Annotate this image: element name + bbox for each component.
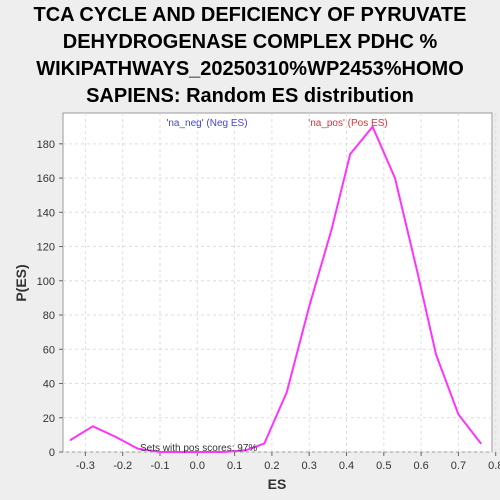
x-axis-label: ES (268, 476, 287, 492)
x-tick-label: 0.7 (451, 460, 466, 472)
chart-title-line-4: SAPIENS: Random ES distribution (86, 85, 414, 107)
y-tick-label: 100 (37, 276, 55, 288)
data-point (114, 435, 117, 438)
x-tick-label: 0.3 (302, 460, 317, 472)
x-tick-label: 0.4 (339, 460, 354, 472)
x-tick-label: 0.0 (190, 460, 205, 472)
x-tick-label: -0.1 (151, 460, 170, 472)
data-point (286, 391, 288, 393)
x-tick-label: -0.3 (76, 460, 95, 472)
data-point (457, 413, 460, 416)
y-tick-label: 80 (43, 310, 55, 322)
y-tick-label: 20 (43, 413, 55, 425)
legend-pos: 'na_pos' (Pos ES) (308, 118, 387, 129)
data-point (181, 451, 184, 453)
x-tick-label: 0.2 (264, 460, 279, 472)
x-tick-label: -0.2 (113, 460, 132, 472)
data-point (263, 442, 266, 445)
data-point (330, 228, 333, 231)
data-point (222, 451, 225, 453)
data-point (159, 451, 161, 453)
y-tick-label: 120 (37, 242, 55, 254)
annotation-pos-scores: Sets with pos scores: 97% (140, 443, 257, 454)
plot-area (62, 112, 493, 453)
series-line (69, 125, 482, 453)
chart-title-line-3: WIKIPATHWAYS_20250310%WP2453%HOMO (36, 58, 464, 80)
axes: -0.3 -0.2 -0.1 0.0 0.1 0.2 0.3 0.4 0.5 0.6 0.7 0.8 0… (37, 139, 500, 472)
data-point (69, 439, 72, 441)
y-tick-label: 180 (37, 139, 55, 151)
y-tick-label: 40 (43, 379, 55, 391)
x-tick-label: 0.5 (376, 460, 391, 472)
x-tick-label: 0.1 (227, 460, 242, 472)
data-point (371, 125, 374, 128)
x-tick-label: 0.6 (413, 460, 428, 472)
legend-neg: 'na_neg' (Neg ES) (166, 118, 247, 129)
data-point (394, 177, 396, 179)
y-tick-label: 160 (37, 173, 55, 185)
chart-title-line-1: TCA CYCLE AND DEFICIENCY OF PYRUVATE (33, 4, 467, 26)
data-point (416, 271, 419, 274)
data-point (349, 153, 352, 155)
data-point (203, 451, 206, 453)
data-point (308, 305, 311, 308)
chart-title: TCA CYCLE AND DEFICIENCY OF PYRUVATE DEH… (0, 2, 500, 110)
y-tick-label: 0 (49, 447, 55, 459)
chart-title-line-2: DEHYDROGENASE COMPLEX PDHC % (62, 31, 438, 53)
data-point (136, 447, 139, 450)
y-axis-label: P(ES) (13, 264, 29, 301)
y-tick-label: 140 (37, 207, 55, 219)
x-tick-label: 0.8 (488, 460, 500, 472)
data-point (92, 425, 94, 428)
series-layer (69, 125, 482, 453)
y-tick-label: 60 (43, 344, 55, 356)
data-point (435, 353, 437, 356)
data-point (480, 442, 482, 445)
data-point (244, 449, 247, 452)
